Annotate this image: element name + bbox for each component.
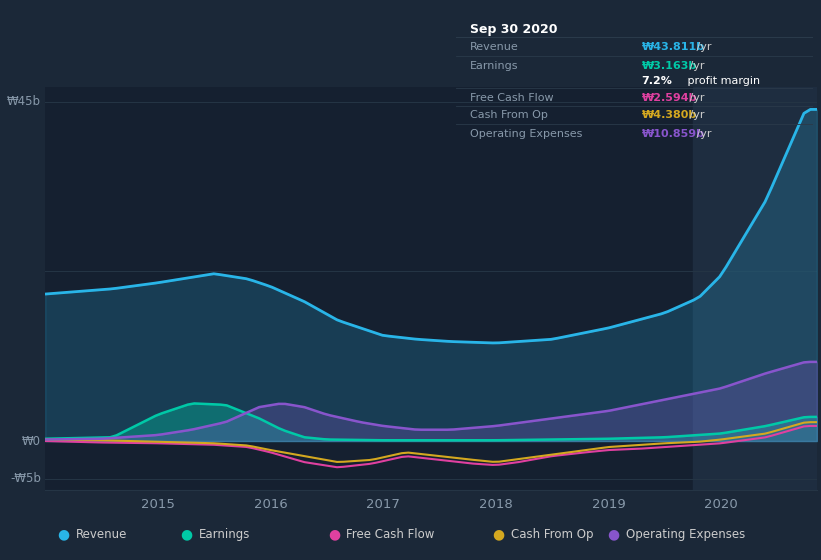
Text: ●: ●	[57, 528, 70, 542]
Text: ●: ●	[608, 528, 620, 542]
Text: Revenue: Revenue	[76, 528, 127, 542]
Text: Cash From Op: Cash From Op	[470, 110, 548, 120]
Text: Earnings: Earnings	[470, 60, 518, 71]
Text: ₩45b: ₩45b	[7, 95, 41, 109]
Text: Cash From Op: Cash From Op	[511, 528, 593, 542]
Text: ₩4.380b: ₩4.380b	[641, 110, 696, 120]
Text: Earnings: Earnings	[199, 528, 250, 542]
Text: ₩0: ₩0	[22, 435, 41, 447]
Text: ₩2.594b: ₩2.594b	[641, 94, 697, 104]
Text: Revenue: Revenue	[470, 42, 519, 52]
Text: ●: ●	[328, 528, 341, 542]
Text: 7.2%: 7.2%	[641, 76, 672, 86]
Text: /yr: /yr	[686, 60, 705, 71]
Text: /yr: /yr	[686, 94, 705, 104]
Text: Sep 30 2020: Sep 30 2020	[470, 22, 557, 36]
Text: /yr: /yr	[693, 129, 711, 139]
Text: ●: ●	[493, 528, 505, 542]
Text: ●: ●	[181, 528, 193, 542]
Text: /yr: /yr	[686, 110, 705, 120]
Text: Free Cash Flow: Free Cash Flow	[346, 528, 435, 542]
Text: ₩43.811b: ₩43.811b	[641, 42, 704, 52]
Text: /yr: /yr	[693, 42, 711, 52]
Text: profit margin: profit margin	[684, 76, 760, 86]
Text: Operating Expenses: Operating Expenses	[626, 528, 745, 542]
Bar	[693, 87, 821, 490]
Text: -₩5b: -₩5b	[10, 472, 41, 485]
Text: Free Cash Flow: Free Cash Flow	[470, 94, 553, 104]
Text: Operating Expenses: Operating Expenses	[470, 129, 582, 139]
Text: ₩3.163b: ₩3.163b	[641, 60, 696, 71]
Text: ₩10.859b: ₩10.859b	[641, 129, 704, 139]
